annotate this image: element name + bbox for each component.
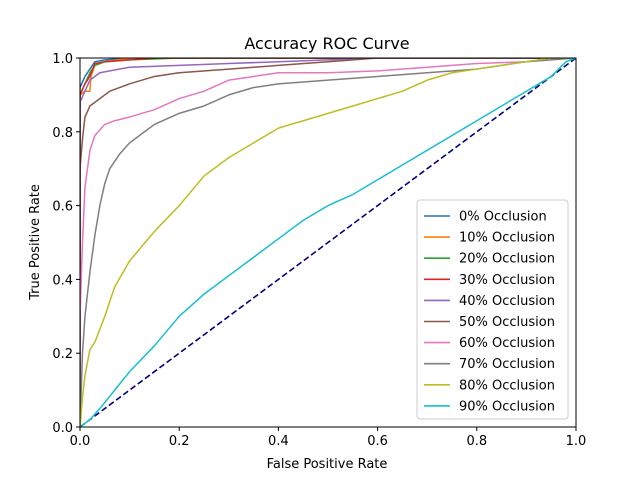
chart-title: Accuracy ROC Curve bbox=[244, 34, 409, 53]
series-line-8 bbox=[80, 58, 576, 427]
legend-label-6: 60% Occlusion bbox=[459, 336, 555, 351]
legend-label-4: 40% Occlusion bbox=[459, 294, 555, 309]
x-tick-label: 0.2 bbox=[169, 434, 190, 449]
legend-label-1: 10% Occlusion bbox=[459, 231, 555, 246]
series-line-0 bbox=[80, 58, 576, 427]
y-tick-label: 0.4 bbox=[52, 273, 73, 288]
legend-label-5: 50% Occlusion bbox=[459, 315, 555, 330]
y-tick-label: 0.0 bbox=[52, 421, 73, 436]
series-group bbox=[80, 58, 576, 427]
diagonal-reference-line bbox=[80, 58, 576, 427]
legend-label-3: 30% Occlusion bbox=[459, 273, 555, 288]
series-line-1 bbox=[80, 58, 576, 427]
series-line-9 bbox=[80, 58, 576, 427]
series-line-6 bbox=[80, 58, 576, 427]
x-tick-label: 0.6 bbox=[367, 434, 388, 449]
series-line-4 bbox=[80, 58, 576, 427]
series-line-3 bbox=[80, 58, 576, 427]
x-tick-label: 0.0 bbox=[70, 434, 91, 449]
series-line-5 bbox=[80, 58, 576, 427]
legend-label-7: 70% Occlusion bbox=[459, 357, 555, 372]
x-tick-label: 0.8 bbox=[466, 434, 487, 449]
x-axis-label: False Positive Rate bbox=[267, 457, 388, 472]
plot-area: 0.0 0.2 0.4 0.6 0.8 1.0 0.0 0.2 0.4 0.6 0.8 1.0 0% O… bbox=[52, 52, 586, 449]
y-axis-label: True Positive Rate bbox=[28, 184, 43, 301]
y-tick-label: 0.8 bbox=[52, 126, 73, 141]
legend-label-8: 80% Occlusion bbox=[459, 378, 555, 393]
legend-label-2: 20% Occlusion bbox=[459, 252, 555, 267]
legend-label-9: 90% Occlusion bbox=[459, 399, 555, 414]
legend-label-0: 0% Occlusion bbox=[459, 210, 547, 225]
y-tick-label: 1.0 bbox=[52, 52, 73, 67]
legend-box bbox=[416, 199, 569, 420]
axes-frame bbox=[79, 57, 577, 428]
y-tick-label: 0.2 bbox=[52, 347, 73, 362]
series-line-7 bbox=[80, 58, 576, 427]
x-tick-label: 1.0 bbox=[566, 434, 587, 449]
legend: 0% Occlusion 10% Occlusion 20% Occlusion 30… bbox=[416, 199, 569, 420]
x-tick-label: 0.4 bbox=[268, 434, 289, 449]
y-tick-label: 0.6 bbox=[52, 200, 73, 215]
